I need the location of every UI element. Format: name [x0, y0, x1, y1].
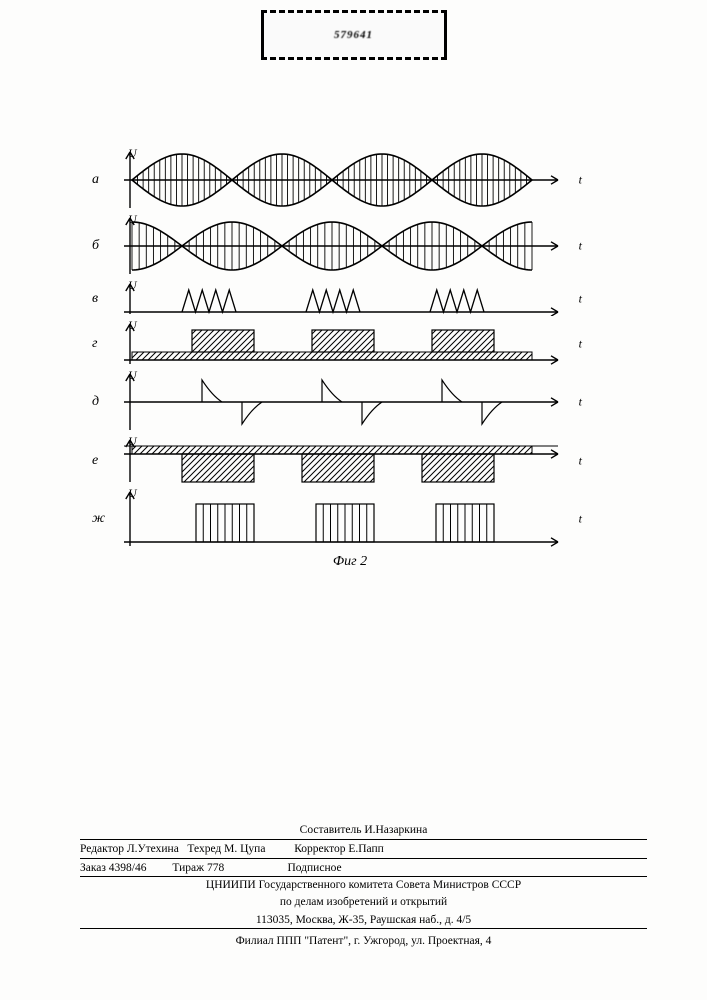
- print-run: Тираж 778: [172, 862, 224, 874]
- waveform-svg: [120, 490, 570, 548]
- axis-u-label: U: [128, 278, 137, 293]
- row-label: а: [92, 172, 99, 188]
- footer-order: Заказ 4398/46 Тираж 778 Подписное: [80, 859, 647, 878]
- axis-t-label: t: [579, 395, 582, 410]
- figure-caption: Фиг 2: [120, 554, 580, 570]
- axis-t-label: t: [579, 337, 582, 352]
- waveform-row-e: е U t: [120, 438, 580, 484]
- waveform-row-d: д U t: [120, 372, 580, 432]
- footer-credits: Редактор Л.Утехина Техред М. Цупа Коррек…: [80, 840, 647, 859]
- waveform-row-a: а U t: [120, 150, 580, 210]
- axis-u-label: U: [128, 146, 137, 161]
- row-label: г: [92, 336, 97, 352]
- footer-address: 113035, Москва, Ж-35, Раушская наб., д. …: [80, 911, 647, 930]
- editor: Редактор Л.Утехина: [80, 843, 179, 855]
- axis-t-label: t: [579, 292, 582, 307]
- page: 579641 а U t б U t в U t г U t: [0, 0, 707, 1000]
- row-label: в: [92, 291, 98, 307]
- axis-u-label: U: [128, 212, 137, 227]
- order-no: Заказ 4398/46: [80, 862, 147, 874]
- header-stamp: 579641: [261, 10, 447, 60]
- footer-branch: Филиал ППП "Патент", г. Ужгород, ул. Про…: [80, 933, 647, 950]
- corrector: Корректор Е.Папп: [294, 843, 384, 855]
- waveform-svg: [120, 322, 570, 366]
- waveform-svg: [120, 438, 570, 484]
- waveform-row-v: в U t: [120, 282, 580, 316]
- axis-t-label: t: [579, 454, 582, 469]
- footer-compiler: Составитель И.Назаркина: [80, 821, 647, 840]
- waveform-row-b: б U t: [120, 216, 580, 276]
- footer-org2: по делам изобретений и открытий: [80, 894, 647, 911]
- row-label: б: [92, 238, 99, 254]
- row-label: д: [92, 394, 99, 410]
- waveform-svg: [120, 282, 570, 316]
- axis-u-label: U: [128, 486, 137, 501]
- axis-t-label: t: [579, 173, 582, 188]
- axis-u-label: U: [128, 368, 137, 383]
- axis-t-label: t: [579, 239, 582, 254]
- waveform-svg: [120, 372, 570, 432]
- figure-2: а U t б U t в U t г U t д U t: [120, 150, 580, 570]
- stamp-text: 579641: [334, 29, 373, 41]
- axis-u-label: U: [128, 318, 137, 333]
- waveform-row-g: г U t: [120, 322, 580, 366]
- waveform-svg: [120, 216, 570, 276]
- subscription: Подписное: [287, 862, 341, 874]
- axis-u-label: U: [128, 434, 137, 449]
- tech-editor: Техред М. Цупа: [187, 843, 265, 855]
- axis-t-label: t: [579, 512, 582, 527]
- waveform-row-zh: ж U t: [120, 490, 580, 548]
- row-label: е: [92, 453, 98, 469]
- waveform-svg: [120, 150, 570, 210]
- footer-block: Составитель И.Назаркина Редактор Л.Утехи…: [80, 821, 647, 950]
- footer-org1: ЦНИИПИ Государственного комитета Совета …: [80, 877, 647, 894]
- waveform-rows: а U t б U t в U t г U t д U t: [120, 150, 580, 548]
- row-label: ж: [92, 511, 105, 527]
